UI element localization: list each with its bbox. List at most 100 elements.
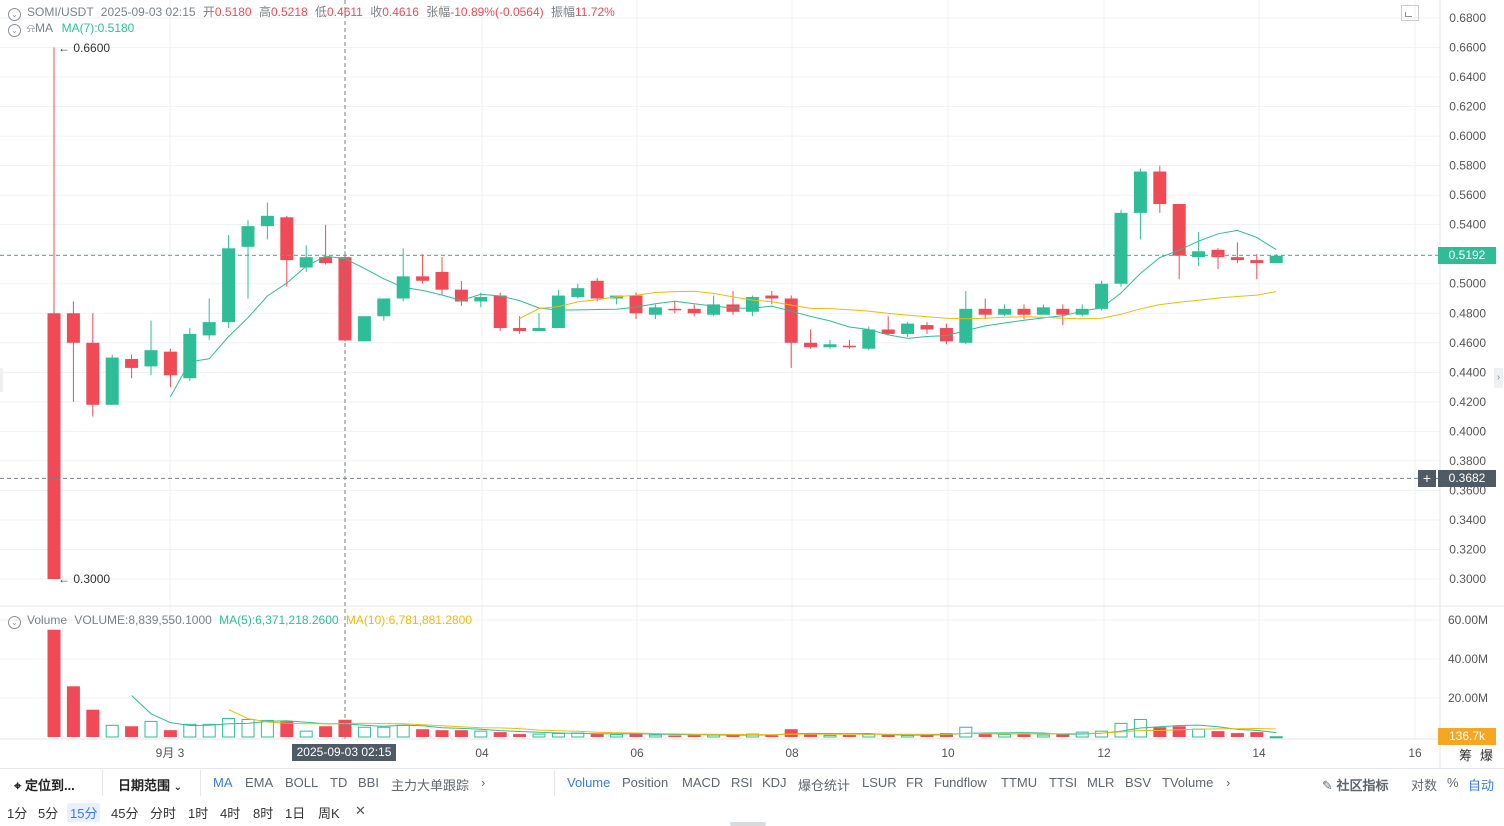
timeframe-timeshare[interactable]: 分时	[150, 806, 177, 821]
candle-down	[280, 217, 294, 261]
left-panel-handle[interactable]	[0, 368, 3, 392]
candle-up	[532, 328, 546, 331]
chevron-right-icon[interactable]: ›	[1494, 368, 1503, 388]
sub-indicator-fundflow[interactable]: Fundflow	[934, 775, 987, 790]
volume-label: Volume	[27, 613, 68, 627]
sub-indicator-ttmu[interactable]: TTMU	[1001, 775, 1038, 790]
percent-scale-toggle[interactable]: %	[1447, 775, 1459, 790]
volume-bar-up	[183, 723, 197, 738]
sub-indicator-mlr[interactable]: MLR	[1087, 775, 1115, 790]
sub-indicator-bsv[interactable]: BSV	[1125, 775, 1152, 790]
volume-ma5: MA(5):6,371,218.2600	[219, 613, 339, 627]
chart-canvas[interactable]: 0.6800 0.6600 0.6400 0.6200 0.6000 0.5800 0.56…	[0, 0, 1504, 768]
candle-down	[1153, 171, 1167, 205]
timeframe-1d[interactable]: 1日	[285, 806, 306, 821]
sub-indicator-macd[interactable]: MACD	[682, 775, 721, 790]
log-scale-toggle[interactable]: 对数	[1411, 778, 1438, 793]
candle-down	[881, 329, 895, 334]
candle-up	[1133, 171, 1147, 213]
candle-up	[144, 350, 158, 367]
sub-indicator-tvolume[interactable]: TVolume	[1162, 775, 1214, 790]
timeframe-4h[interactable]: 4时	[220, 806, 241, 821]
indicator-td[interactable]: TD	[330, 775, 348, 790]
candle-up	[1095, 283, 1109, 309]
sub-indicator-position[interactable]: Position	[622, 775, 669, 790]
price-axis-label: 0.5600	[1449, 188, 1486, 202]
indicator-bbi[interactable]: BBI	[358, 775, 379, 790]
volume-bar-down	[920, 735, 934, 737]
main-indicators-more-icon[interactable]: ›	[481, 775, 486, 790]
auto-scale-toggle[interactable]: 自动	[1468, 778, 1495, 793]
candle-up	[1192, 251, 1206, 258]
chip-distribution-button[interactable]: 筹	[1459, 748, 1473, 763]
bell-icon[interactable]: ⍾	[27, 21, 35, 35]
volume-bar-down	[765, 735, 779, 737]
timeframe-1m[interactable]: 1分	[7, 806, 28, 821]
candle-down	[66, 313, 80, 343]
fullscreen-icon[interactable]	[1401, 5, 1419, 21]
volume-bar-down	[978, 734, 992, 737]
timeframe-15m[interactable]: 15分	[67, 803, 101, 822]
close-icon[interactable]: ✕	[355, 803, 366, 818]
timeframe-1h[interactable]: 1时	[188, 806, 209, 821]
candle-datetime: 2025-09-03 02:15	[100, 5, 196, 19]
timeframe-45m[interactable]: 45分	[111, 806, 139, 821]
locate-button[interactable]: ⌖ 定位到...	[14, 775, 75, 794]
candle-down	[939, 328, 953, 342]
volume-bar-down	[280, 721, 294, 737]
volume-bar-down	[804, 733, 818, 737]
indicator-ma[interactable]: MA	[213, 775, 233, 790]
time-axis-label: 9月 3	[156, 746, 185, 760]
locate-icon: ⌖	[14, 778, 22, 793]
candle-up	[241, 226, 255, 247]
crosshair-time-tag: 2025-09-03 02:15	[292, 744, 396, 761]
candle-up	[707, 304, 721, 315]
collapse-icon[interactable]: ⌄	[8, 8, 21, 21]
volume-ma5-line	[131, 695, 1277, 736]
date-range-button[interactable]: 日期范围 ⌄	[118, 775, 182, 794]
sub-indicator-kdj[interactable]: KDJ	[762, 775, 787, 790]
volume-bar-down	[86, 709, 100, 737]
candle-down	[784, 298, 798, 343]
candle-up	[998, 308, 1012, 315]
volume-bar-down	[687, 735, 701, 737]
price-axis-label: 0.4400	[1449, 365, 1486, 379]
timeframe-8h[interactable]: 8时	[253, 806, 274, 821]
add-alert-plus-icon[interactable]: +	[1418, 470, 1436, 487]
ohlc-legend: ⌄ SOMI/USDT 2025-09-03 02:15 开0.5180 高0.5…	[8, 3, 615, 21]
candle-down	[435, 271, 449, 290]
sub-indicator-fr[interactable]: FR	[906, 775, 924, 790]
timeframe-5m[interactable]: 5分	[38, 806, 59, 821]
indicator-toolbar: ⌖ 定位到... 日期范围 ⌄ MA EMA BOLL TD BBI 主力大单跟…	[0, 768, 1504, 798]
volume-bar-up	[299, 730, 313, 738]
candle-up	[357, 316, 371, 342]
volume-bar-down	[1230, 733, 1244, 737]
amplitude-value: 11.72%	[575, 5, 615, 19]
sub-indicator-volume[interactable]: Volume	[567, 775, 611, 790]
indicator-ema[interactable]: EMA	[245, 775, 274, 790]
community-indicators-button[interactable]: ✎ 社区指标	[1322, 775, 1389, 794]
volume-bar-down	[842, 735, 856, 737]
last-price-tag: 0.5192	[1438, 247, 1496, 264]
timeframe-weekly[interactable]: 周K	[318, 806, 340, 821]
resize-handle[interactable]	[730, 822, 766, 826]
open-value: 0.5180	[214, 5, 252, 19]
sub-indicator-ttsi[interactable]: TTSI	[1049, 775, 1078, 790]
collapse-volume-icon[interactable]: ⌄	[8, 616, 21, 629]
sub-indicators-more-icon[interactable]: ›	[1226, 775, 1231, 790]
volume-value: VOLUME:8,839,550.1000	[74, 613, 212, 627]
sub-indicator-lsur[interactable]: LSUR	[862, 775, 897, 790]
indicator-main-force[interactable]: 主力大单跟踪	[391, 778, 470, 793]
indicator-boll[interactable]: BOLL	[285, 775, 319, 790]
low-marker: ← 0.3000	[58, 572, 111, 586]
price-axis-label: 0.5400	[1449, 218, 1486, 232]
volume-bar-up	[610, 734, 624, 738]
liquidation-button[interactable]: 爆	[1480, 748, 1494, 763]
candle-up	[551, 295, 565, 329]
sub-indicator-rsi[interactable]: RSI	[731, 775, 753, 790]
sub-indicator-liquidation[interactable]: 爆仓统计	[798, 778, 851, 793]
collapse-ma-icon[interactable]: ⌄	[8, 24, 21, 37]
volume-bar-up	[396, 724, 410, 738]
volume-tag: 136.7k	[1438, 728, 1496, 745]
volume-bar-up	[862, 734, 876, 738]
